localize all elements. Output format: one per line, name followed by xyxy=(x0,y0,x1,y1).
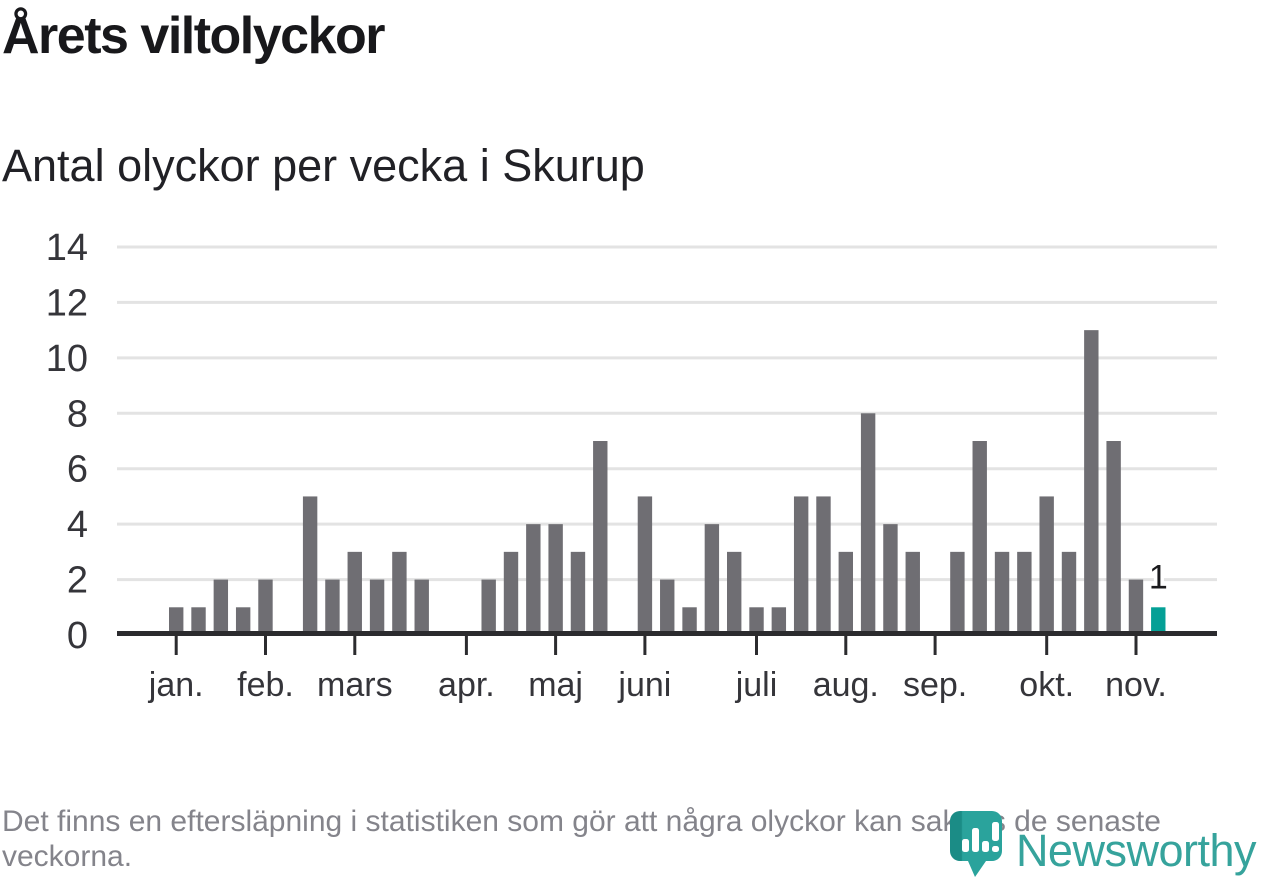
bar-week-12 xyxy=(414,579,429,635)
bar-week-27 xyxy=(749,607,764,635)
bar-week-44 xyxy=(1128,579,1144,635)
chart-title: Årets viltolyckor xyxy=(2,7,386,65)
bar-week-8 xyxy=(325,579,340,635)
x-tick-label-maj: maj xyxy=(528,666,583,704)
bar-week-10 xyxy=(369,579,385,635)
x-tick-label-juni: juni xyxy=(617,666,671,704)
bar-week-34 xyxy=(905,551,920,635)
bar-week-41 xyxy=(1061,551,1077,635)
bar-week-20 xyxy=(593,441,608,635)
bar-week-22 xyxy=(637,496,653,635)
bar-week-5 xyxy=(258,579,273,635)
bar-week-4 xyxy=(235,607,251,635)
bar-week-2 xyxy=(191,607,206,635)
pin-bars-glyph xyxy=(961,822,999,852)
bar-chart: 0 2 4 6 8 10 12 14 1 jan. feb. mars apr. maj juni juli a… xyxy=(46,227,1217,704)
bar-week-15 xyxy=(481,579,496,635)
y-tick-label-10: 10 xyxy=(46,338,88,380)
bar-week-43 xyxy=(1106,441,1121,635)
bar-week-17 xyxy=(526,524,541,635)
bar-week-1 xyxy=(169,607,184,635)
bar-week-23 xyxy=(660,579,675,635)
bar-week-25 xyxy=(704,524,720,635)
y-tick-label-2: 2 xyxy=(67,560,88,602)
bar-week-38 xyxy=(994,551,1010,635)
bar-week-30 xyxy=(816,496,831,635)
x-tick-label-feb.: feb. xyxy=(237,666,294,704)
x-tick-label-nov.: nov. xyxy=(1105,666,1167,704)
bar-week-28 xyxy=(771,607,787,635)
y-tick-label-12: 12 xyxy=(46,282,88,324)
bar-week-40 xyxy=(1039,496,1054,635)
x-tick-label-sep.: sep. xyxy=(903,666,967,704)
chart-subtitle: Antal olyckor per vecka i Skurup xyxy=(2,140,645,191)
bar-week-37 xyxy=(972,441,987,635)
bar-week-32 xyxy=(860,413,876,635)
newsworthy-pin-icon xyxy=(949,811,1002,877)
bar-week-11 xyxy=(392,551,407,635)
highlight-value-label: 1 xyxy=(1149,558,1168,596)
bar-week-36 xyxy=(950,551,965,635)
bar-week-18 xyxy=(548,524,563,635)
bar-week-31 xyxy=(838,551,853,635)
newsworthy-wordmark: Newsworthy xyxy=(1015,825,1257,876)
bar-week-33 xyxy=(883,524,898,635)
bar-week-39 xyxy=(1017,551,1032,635)
bar-week-42 xyxy=(1084,330,1099,635)
bar-week-7 xyxy=(302,496,318,635)
y-tick-label-6: 6 xyxy=(67,449,88,491)
x-tick-label-aug.: aug. xyxy=(813,666,879,704)
y-tick-label-14: 14 xyxy=(46,227,88,269)
bar-week-3 xyxy=(213,579,229,635)
bar-week-45 xyxy=(1151,607,1166,635)
y-tick-label-0: 0 xyxy=(67,615,88,657)
x-tick-label-mars: mars xyxy=(317,666,393,704)
bar-week-16 xyxy=(503,551,519,635)
bar-week-24 xyxy=(682,607,697,635)
x-tick-label-okt.: okt. xyxy=(1019,666,1074,704)
bar-week-29 xyxy=(793,496,809,635)
y-tick-label-8: 8 xyxy=(67,393,88,435)
newsworthy-logo: Newsworthy xyxy=(949,810,1257,878)
x-tick-label-juli: juli xyxy=(735,666,778,704)
bar-week-26 xyxy=(727,551,742,635)
y-tick-label-4: 4 xyxy=(67,504,88,546)
x-tick-label-jan.: jan. xyxy=(148,666,204,704)
x-tick-label-apr.: apr. xyxy=(438,666,495,704)
bar-week-9 xyxy=(347,551,362,635)
bar-week-19 xyxy=(570,551,586,635)
